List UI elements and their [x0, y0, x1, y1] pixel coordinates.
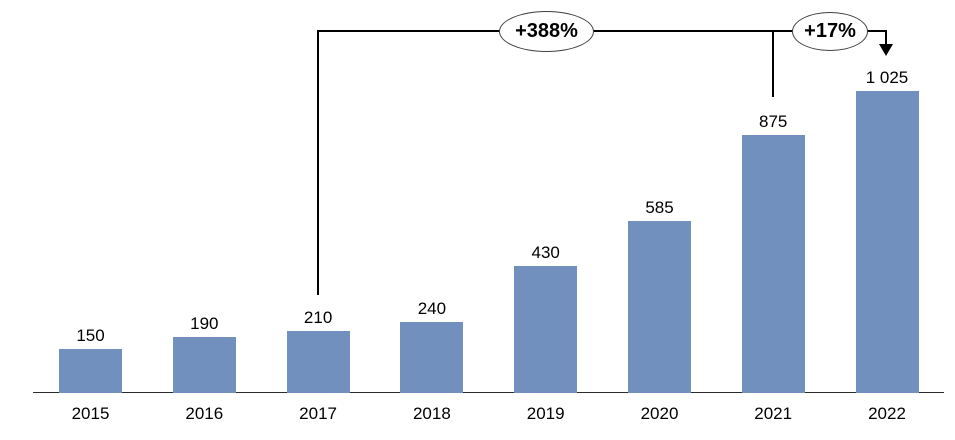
growth-annotation-17-label: +17% — [804, 20, 856, 42]
growth-annotation-388: +388% — [499, 11, 594, 52]
annotation-vertical-line-2021 — [772, 30, 774, 97]
x-axis-label: 2017 — [299, 404, 337, 423]
bar-2018 — [400, 322, 464, 393]
x-axis-label: 2016 — [185, 404, 224, 423]
bar-2016 — [172, 337, 236, 393]
bar-value-label: 1 025 — [865, 68, 909, 87]
bar-2022 — [855, 91, 919, 393]
bar-value-label: 875 — [759, 112, 788, 131]
bar-value-label: 430 — [531, 243, 560, 262]
x-axis-label: 2015 — [71, 404, 110, 423]
growth-annotation-388-label: +388% — [515, 20, 578, 42]
bar-2017 — [286, 331, 350, 393]
annotation-vertical-line-2017 — [317, 30, 319, 295]
annotation-arrow-stem-2022 — [885, 30, 887, 46]
x-axis-label: 2020 — [640, 404, 679, 423]
x-axis-label: 2022 — [868, 404, 906, 423]
growth-annotation-17: +17% — [792, 12, 868, 51]
down-arrow-icon — [879, 44, 893, 56]
bar-2020 — [628, 221, 691, 393]
bar-2015 — [59, 349, 122, 393]
x-axis-line — [33, 392, 944, 393]
bar-2019 — [514, 266, 578, 393]
annotation-horizontal-line — [318, 30, 886, 32]
bar-value-label: 210 — [303, 308, 333, 327]
bar-2021 — [741, 135, 805, 393]
bar-value-label: 150 — [76, 326, 105, 345]
x-axis-label: 2018 — [412, 404, 451, 423]
bar-value-label: 240 — [417, 299, 447, 318]
bar-value-label: 190 — [190, 314, 219, 333]
x-axis-label: 2021 — [754, 404, 793, 423]
x-axis-label: 2019 — [526, 404, 565, 423]
bar-value-label: 585 — [645, 198, 674, 217]
